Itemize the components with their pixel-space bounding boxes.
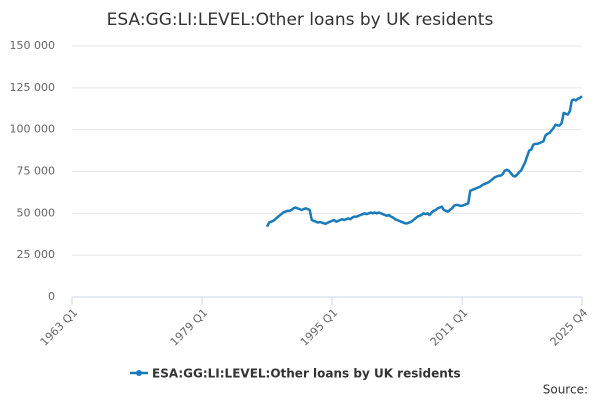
y-tick-label: 0 — [48, 290, 55, 303]
y-tick-label: 150 000 — [10, 39, 56, 52]
x-tick-label: 1995 Q1 — [298, 306, 341, 349]
y-tick-label: 100 000 — [10, 123, 56, 136]
x-tick-label: 2011 Q1 — [428, 306, 471, 349]
legend-marker — [136, 370, 142, 376]
y-tick-label: 75 000 — [17, 165, 56, 178]
y-tick-label: 50 000 — [17, 206, 56, 219]
y-tick-label: 25 000 — [17, 248, 56, 261]
x-tick-label: 1963 Q1 — [38, 306, 81, 349]
y-tick-label: 125 000 — [10, 81, 56, 94]
data-line — [265, 95, 583, 228]
x-tick-label: 1979 Q1 — [168, 306, 211, 349]
x-tick-label: 2025 Q4 — [548, 306, 591, 349]
legend-label: ESA:GG:LI:LEVEL:Other loans by UK reside… — [152, 367, 461, 381]
source-label: Source: — [543, 383, 588, 397]
chart-title: ESA:GG:LI:LEVEL:Other loans by UK reside… — [107, 10, 494, 30]
